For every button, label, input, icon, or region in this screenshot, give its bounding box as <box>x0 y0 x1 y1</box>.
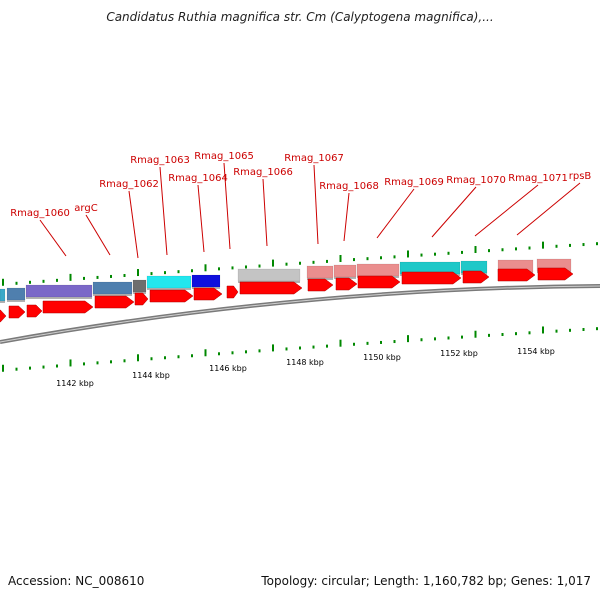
feature-block-shadow <box>0 301 5 303</box>
cds-arrow <box>462 270 490 284</box>
backbone-highlight <box>0 285 600 343</box>
leader-line-rmag-1066 <box>262 178 268 247</box>
cds-arrow <box>307 278 334 292</box>
gene-label-rmag-1060: Rmag_1060 <box>10 208 70 219</box>
cds-arrow <box>134 292 149 306</box>
leader-line-rmag-1071 <box>474 184 539 237</box>
cds-arrow <box>357 275 401 289</box>
gene-label-rmag-1062: Rmag_1062 <box>99 179 159 190</box>
gene-label-rpsb: rpsB <box>569 171 592 182</box>
cds-arrow <box>94 295 135 309</box>
topology-summary: Topology: circular; Length: 1,160,782 bp… <box>261 574 591 588</box>
axis-kbp-label: 1150 kbp <box>363 353 401 362</box>
gene-label-rmag-1069: Rmag_1069 <box>384 177 444 188</box>
axis-kbp-label: 1142 kbp <box>56 379 94 388</box>
feature-block <box>237 268 301 282</box>
feature-block <box>6 287 26 301</box>
cds-arrow <box>0 309 7 323</box>
cds-arrow <box>193 287 223 301</box>
leader-line-rpsb <box>516 182 581 236</box>
leader-line-rmag-1069 <box>376 188 415 239</box>
feature-block <box>333 264 357 278</box>
leader-line-rmag-1067 <box>313 164 319 245</box>
scale-ticks: 1142 kbp 1144 kbp 1146 kbp 1148 kbp 1150 kbp… <box>2 241 598 388</box>
feature-block <box>306 265 334 279</box>
feature-block-shadow <box>7 300 25 302</box>
feature-block <box>0 288 6 302</box>
leader-line-rmag-1065 <box>223 162 231 250</box>
gene-label-rmag-1067: Rmag_1067 <box>284 153 344 164</box>
cds-arrow <box>26 304 43 318</box>
leader-line-rmag-1062 <box>128 190 139 259</box>
cds-arrow <box>401 271 462 285</box>
leader-line-rmag-1070 <box>431 186 477 238</box>
feature-block <box>132 279 147 293</box>
cds-arrow <box>537 267 574 281</box>
axis-kbp-label: 1152 kbp <box>440 349 478 358</box>
feature-block <box>356 263 400 277</box>
accession-text: Accession: NC_008610 <box>8 574 145 588</box>
gene-labels: Rmag_1060 argC Rmag_1062 Rmag_1063 Rmag_1064… <box>10 151 592 259</box>
axis-kbp-label: 1146 kbp <box>209 364 247 373</box>
axis-kbp-label: 1154 kbp <box>517 347 555 356</box>
leader-line-rmag-1068 <box>343 192 350 242</box>
cds-arrow <box>335 277 358 291</box>
cds-track <box>0 267 574 323</box>
gene-label-rmag-1063: Rmag_1063 <box>130 155 190 166</box>
leader-line-rmag-1064 <box>197 184 205 253</box>
leader-line-rmag-1063 <box>159 166 168 256</box>
genome-backbone <box>0 284 600 344</box>
feature-block <box>146 275 192 289</box>
cds-arrow <box>497 268 536 282</box>
cds-arrow <box>239 281 303 295</box>
feature-block-shadow <box>147 288 191 290</box>
leader-line-argc <box>85 214 111 256</box>
leader-line-rmag-1060 <box>39 219 67 257</box>
gene-label-rmag-1068: Rmag_1068 <box>319 181 379 192</box>
gene-label-rmag-1064: Rmag_1064 <box>168 173 228 184</box>
map-title: Candidatus Ruthia magnifica str. Cm (Cal… <box>106 10 494 24</box>
cds-arrow <box>42 300 94 314</box>
cds-arrow <box>226 285 239 299</box>
feature-block <box>191 274 221 288</box>
gene-label-argc: argC <box>74 203 97 214</box>
feature-block-shadow <box>93 294 132 296</box>
feature-block <box>92 281 133 295</box>
feature-block <box>25 284 93 298</box>
gene-label-rmag-1070: Rmag_1070 <box>446 175 506 186</box>
gene-label-rmag-1066: Rmag_1066 <box>233 167 293 178</box>
gene-label-rmag-1071: Rmag_1071 <box>508 173 568 184</box>
cds-arrow <box>149 289 194 303</box>
cds-arrow <box>8 305 26 319</box>
axis-kbp-label: 1148 kbp <box>286 358 324 367</box>
gene-label-rmag-1065: Rmag_1065 <box>194 151 254 162</box>
axis-kbp-label: 1144 kbp <box>132 371 170 380</box>
feature-block-shadow <box>26 297 92 299</box>
